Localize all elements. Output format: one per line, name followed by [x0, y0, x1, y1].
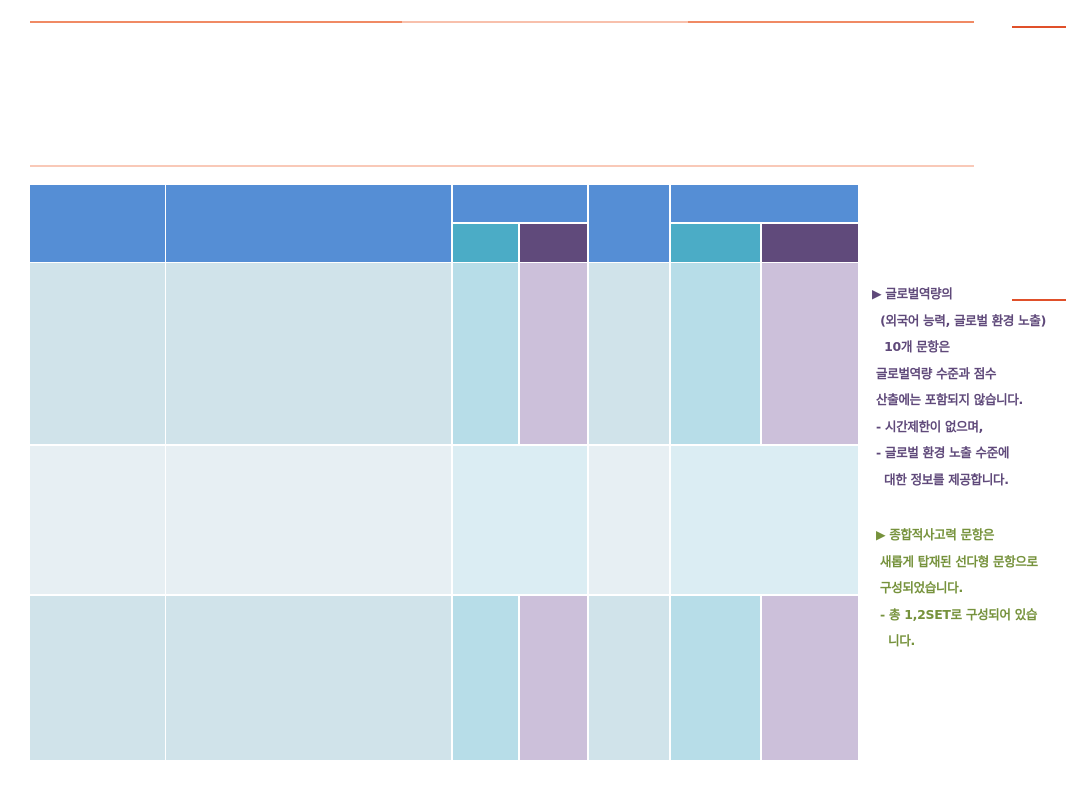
- note-line: 글로벌역량 수준과 점수: [872, 365, 997, 381]
- cell: [671, 263, 760, 444]
- note-line: 구성되었습니다.: [876, 580, 963, 595]
- header-group2-sub2: [762, 224, 858, 262]
- cell: [30, 263, 165, 444]
- header-group1-sub2: [520, 224, 587, 262]
- note-line: - 시간제한이 없으며,: [872, 418, 984, 434]
- cell: [671, 596, 760, 760]
- note-line: (외국어 능력, 글로벌 환경 노출): [872, 312, 1046, 328]
- note-line: 10개 문항은: [872, 339, 950, 354]
- note-line: ▶ 글로벌역량의: [872, 286, 953, 301]
- note-accent-mark: [1012, 299, 1066, 301]
- header-group2-sub1: [671, 224, 760, 262]
- note-line: 대한 정보를 제공합니다.: [872, 471, 1009, 487]
- cell: [762, 263, 858, 444]
- cell: [30, 446, 165, 594]
- note-line: 니다.: [876, 633, 916, 648]
- header-group1: [453, 185, 587, 222]
- cell: [453, 263, 518, 444]
- note-line: ▶ 종합적사고력 문항은: [876, 527, 995, 542]
- header-col1: [30, 185, 165, 262]
- top-rule-left: [30, 21, 402, 23]
- top-rule-middle: [402, 21, 688, 23]
- cell: [166, 596, 451, 760]
- cell: [30, 596, 165, 760]
- cell: [589, 596, 669, 760]
- cell: [520, 263, 587, 444]
- header-col5: [589, 185, 669, 262]
- header-group1-sub1: [453, 224, 518, 262]
- cell: [166, 263, 451, 444]
- global-competency-note: ▶ 글로벌역량의 (외국어 능력, 글로벌 환경 노출) 10개 문항은 글로벌…: [872, 281, 1046, 493]
- cell: [589, 263, 669, 444]
- cell: [762, 596, 858, 760]
- note-line: - 총 1,2SET로 구성되어 있습: [876, 606, 1038, 622]
- header-col2: [166, 185, 451, 262]
- cell: [671, 446, 858, 594]
- cell: [453, 446, 587, 594]
- note-line: - 글로벌 환경 노출 수준에: [872, 445, 1010, 460]
- note-line: 새롭게 탑재된 선다형 문항으로: [876, 553, 1038, 569]
- cell: [520, 596, 587, 760]
- top-rule-right: [688, 21, 974, 23]
- note-line: 산출에는 포함되지 않습니다.: [872, 392, 1024, 407]
- title-underline: [30, 165, 974, 167]
- cell: [589, 446, 669, 594]
- header-group2: [671, 185, 858, 222]
- top-right-mark: [1012, 26, 1066, 28]
- cell: [453, 596, 518, 760]
- cell: [166, 446, 451, 594]
- integrated-thinking-note: ▶ 종합적사고력 문항은 새롭게 탑재된 선다형 문항으로 구성되었습니다. -…: [876, 522, 1038, 655]
